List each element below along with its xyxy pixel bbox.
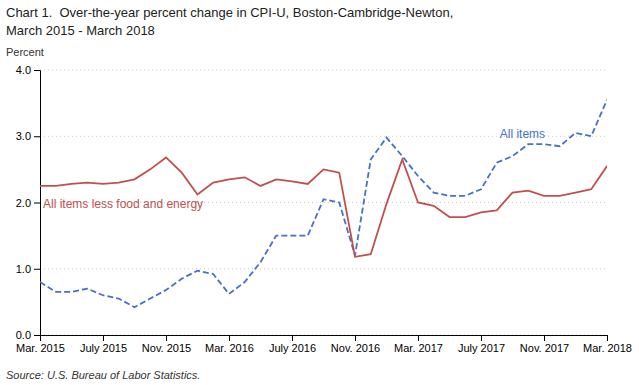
title: Chart 1. Over-the-year percent change in… xyxy=(6,5,453,20)
x-tick-mark xyxy=(607,335,608,341)
x-tick-label: Nov. 2016 xyxy=(331,342,380,354)
x-tick-label: Mar. 2018 xyxy=(583,342,632,354)
series-line xyxy=(40,100,607,307)
y-tick-mark xyxy=(34,203,40,204)
y-tick-label: 3.0 xyxy=(16,130,31,142)
x-tick: July 2015 xyxy=(80,335,127,354)
y-tick: 4.0 xyxy=(16,64,40,76)
x-tick: Mar. 2017 xyxy=(394,335,443,354)
x-tick: July 2016 xyxy=(269,335,316,354)
y-tick-label: 4.0 xyxy=(16,64,31,76)
subtitle: March 2015 - March 2018 xyxy=(6,23,155,38)
y-axis: 0.0 1.0 2.0 3.0 4.0 xyxy=(16,64,41,341)
series-label: All items less food and energy xyxy=(43,197,203,211)
x-tick-label: July 2015 xyxy=(80,342,127,354)
x-tick-label: July 2016 xyxy=(269,342,316,354)
x-tick-label: Nov. 2015 xyxy=(142,342,191,354)
x-tick: Mar. 2015 xyxy=(16,335,65,354)
x-tick-mark xyxy=(481,335,482,341)
x-tick-mark xyxy=(229,335,230,341)
y-axis-title: Percent xyxy=(6,46,44,58)
x-tick: Mar. 2016 xyxy=(205,335,254,354)
y-axis-line xyxy=(34,71,41,336)
x-axis: Mar. 2015 July 2015 Nov. 2015 Mar. 2016 July… xyxy=(16,335,632,354)
y-tick-label: 1.0 xyxy=(16,263,31,275)
y-tick: 1.0 xyxy=(16,263,40,275)
x-tick: July 2017 xyxy=(458,335,505,354)
x-tick-label: Mar. 2016 xyxy=(205,342,254,354)
y-tick: 3.0 xyxy=(16,130,40,142)
y-tick-mark xyxy=(34,335,40,336)
y-tick-label: 0.0 xyxy=(16,329,31,341)
x-tick-mark xyxy=(544,335,545,341)
chart: Chart 1. Over-the-year percent change in… xyxy=(0,0,639,385)
source: Source: U.S. Bureau of Labor Statistics. xyxy=(6,369,200,381)
lines xyxy=(40,100,607,307)
x-axis-line xyxy=(41,336,608,342)
grid xyxy=(40,70,607,335)
grid-line xyxy=(40,268,607,269)
series-line xyxy=(40,157,607,256)
x-tick: Nov. 2015 xyxy=(142,335,191,354)
x-tick: Nov. 2017 xyxy=(520,335,569,354)
x-tick-mark xyxy=(292,335,293,341)
series-label: All items xyxy=(500,127,545,141)
x-tick-label: Nov. 2017 xyxy=(520,342,569,354)
grid-line xyxy=(40,70,607,71)
y-tick: 2.0 xyxy=(16,197,40,209)
y-tick-mark xyxy=(34,136,40,137)
x-tick-mark xyxy=(40,335,41,341)
series-labels: All items All items less food and energy xyxy=(43,127,545,211)
x-tick-label: Mar. 2017 xyxy=(394,342,443,354)
x-tick-mark xyxy=(418,335,419,341)
y-tick-label: 2.0 xyxy=(16,197,31,209)
x-tick: Nov. 2016 xyxy=(331,335,380,354)
y-tick-mark xyxy=(34,70,40,71)
x-tick: Mar. 2018 xyxy=(583,335,632,354)
x-tick-mark xyxy=(103,335,104,341)
x-tick-mark xyxy=(166,335,167,341)
x-tick-mark xyxy=(355,335,356,341)
y-tick: 0.0 xyxy=(16,329,40,341)
y-tick-mark xyxy=(34,269,40,270)
x-tick-label: July 2017 xyxy=(458,342,505,354)
plot-area: 0.0 1.0 2.0 3.0 4.0 Mar. 2015 July 2015 Nov. 20… xyxy=(16,64,632,354)
x-tick-label: Mar. 2015 xyxy=(16,342,65,354)
